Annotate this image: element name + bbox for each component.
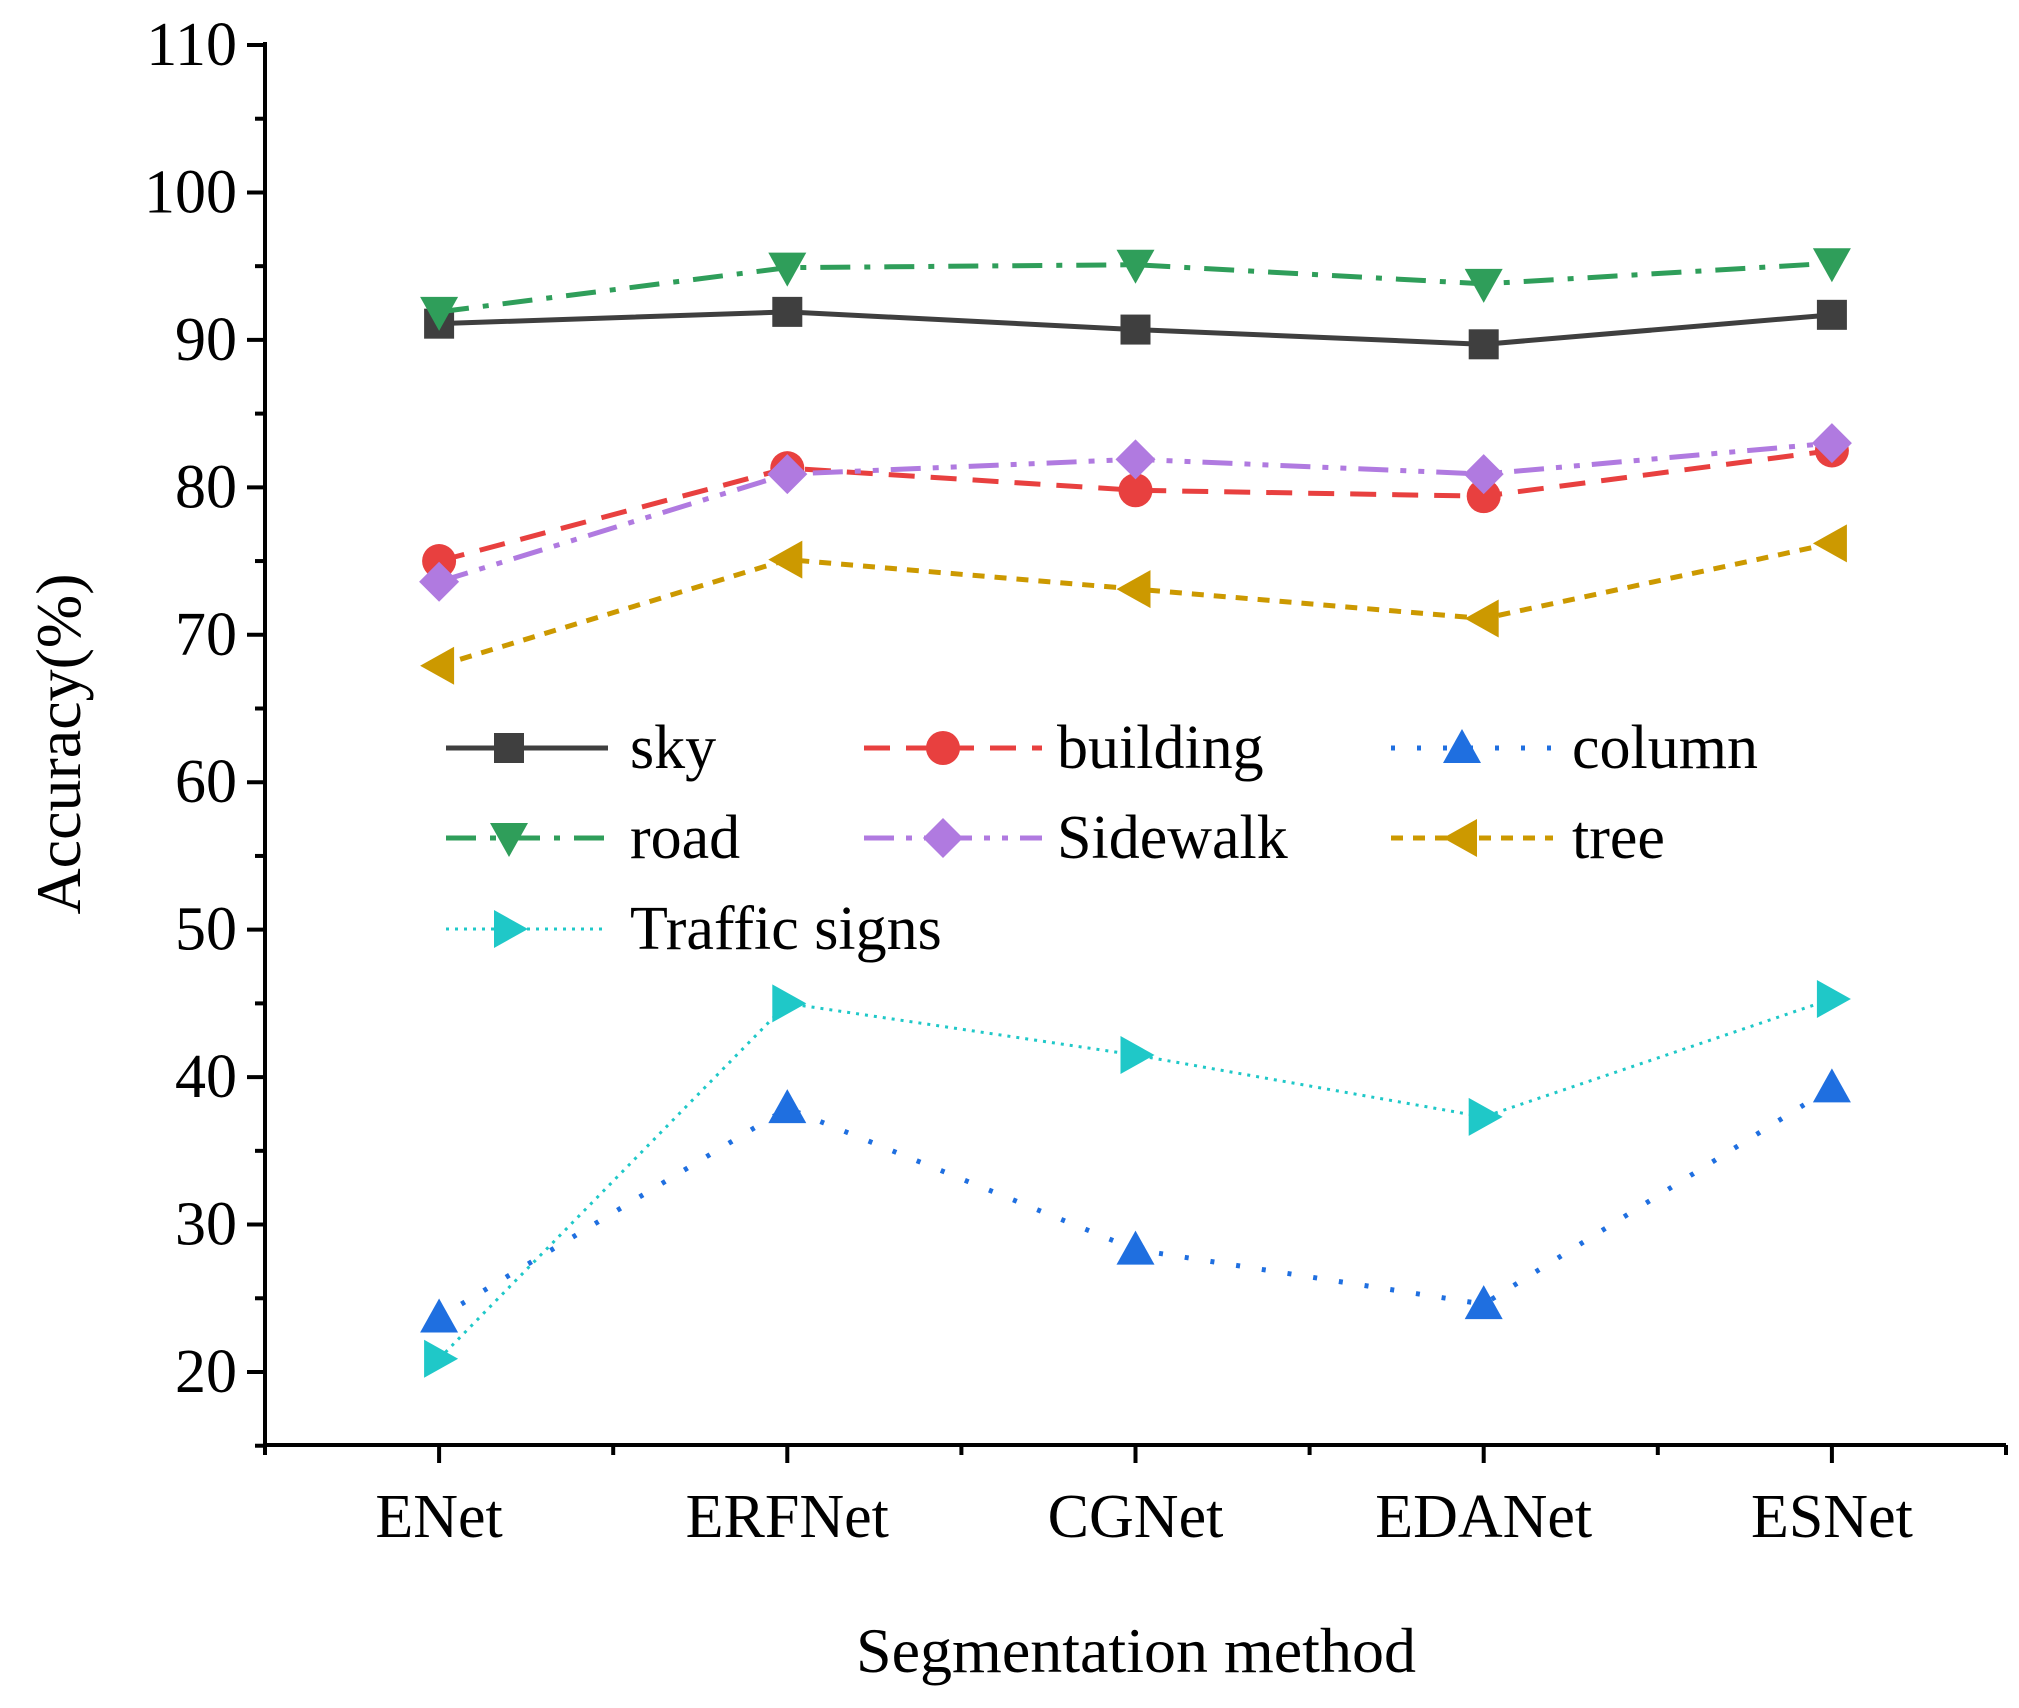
marker-triangle-down [1116, 249, 1155, 284]
series-sidewalk [419, 423, 1852, 602]
y-tick-label: 80 [175, 453, 237, 521]
legend-label: road [630, 804, 740, 872]
legend: sky building column road Sidewalk tree Traffic… [446, 714, 1758, 963]
legend-item: Traffic signs [446, 895, 942, 963]
series-line [438, 260, 1833, 315]
y-tick-label: 20 [175, 1338, 237, 1406]
legend-label: Sidewalk [1057, 804, 1288, 872]
legend-item: column [1391, 714, 1758, 782]
x-tick-label: ENet [375, 1483, 502, 1551]
marker-triangle-right [772, 984, 807, 1023]
legend-label: Traffic signs [630, 895, 942, 963]
marker-triangle-up [768, 1089, 807, 1124]
marker-triangle-left [768, 540, 803, 579]
marker-triangle-right [494, 910, 528, 948]
axes: 20 30 40 50 60 70 80 90 100 110 ENet ERFNet CGNet EDA… [144, 11, 2008, 1551]
x-tick-label: ESNet [1751, 1483, 1913, 1551]
x-tick-label: CGNet [1048, 1483, 1224, 1551]
marker-diamond [1811, 423, 1852, 464]
marker-square [1468, 329, 1499, 360]
marker-triangle-up [420, 1298, 459, 1333]
marker-diamond [1115, 439, 1156, 480]
marker-triangle-left [1812, 524, 1847, 563]
series-line [437, 1085, 1834, 1320]
marker-triangle-down [1464, 268, 1503, 303]
series-line [438, 997, 1833, 1360]
series-column [420, 1068, 1851, 1333]
marker-triangle-left [1443, 819, 1477, 857]
series-line [438, 540, 1833, 669]
marker-square [772, 296, 803, 327]
x-tick-label: ERFNet [686, 1483, 889, 1551]
legend-label: building [1057, 714, 1264, 782]
marker-square [1120, 314, 1151, 345]
y-tick-label: 100 [144, 158, 237, 226]
marker-triangle-down [1812, 248, 1851, 283]
y-tick-label: 90 [175, 306, 237, 374]
y-tick-label: 60 [175, 748, 237, 816]
marker-triangle-left [420, 646, 455, 685]
series-tree [420, 524, 1847, 685]
x-tick-label: EDANet [1375, 1483, 1592, 1551]
marker-diamond [419, 561, 460, 602]
marker-diamond [767, 454, 808, 495]
marker-diamond [923, 818, 963, 858]
series-sky [424, 296, 1847, 360]
marker-triangle-left [1464, 599, 1499, 638]
y-tick-label: 40 [175, 1043, 237, 1111]
marker-triangle-down [420, 296, 459, 331]
x-axis-label: Segmentation method [856, 1615, 1416, 1686]
marker-diamond [1463, 454, 1504, 495]
marker-circle [926, 731, 960, 765]
marker-circle [1466, 479, 1501, 514]
series-traffic-signs [424, 979, 1851, 1378]
marker-triangle-right [1816, 979, 1851, 1018]
series-building [422, 433, 1849, 579]
marker-triangle-down [490, 823, 528, 857]
legend-item: road [446, 804, 740, 872]
marker-triangle-down [768, 252, 807, 287]
legend-item: tree [1391, 804, 1665, 872]
marker-triangle-up [1812, 1068, 1851, 1103]
series-road [420, 248, 1851, 331]
legend-item: Sidewalk [864, 804, 1288, 872]
y-tick-label: 50 [175, 896, 237, 964]
legend-label: tree [1572, 804, 1665, 872]
marker-square [1816, 299, 1847, 330]
marker-triangle-right [1120, 1035, 1155, 1074]
series-lines [419, 248, 1852, 1378]
marker-circle [1118, 473, 1153, 508]
marker-triangle-up [1464, 1285, 1503, 1320]
legend-label: sky [630, 714, 716, 782]
y-tick-label: 70 [175, 601, 237, 669]
marker-triangle-up [1116, 1230, 1155, 1265]
legend-label: column [1572, 714, 1758, 782]
marker-triangle-up [1443, 729, 1481, 763]
legend-item: sky [446, 714, 716, 782]
marker-square [494, 733, 524, 763]
marker-triangle-left [1116, 570, 1151, 609]
legend-item: building [864, 714, 1264, 782]
y-tick-label: 110 [146, 11, 237, 79]
y-axis-label: Accuracy(%) [23, 573, 94, 914]
y-tick-label: 30 [175, 1191, 237, 1259]
marker-triangle-right [1468, 1097, 1503, 1136]
marker-triangle-right [424, 1339, 459, 1378]
marker-circle [422, 544, 457, 579]
